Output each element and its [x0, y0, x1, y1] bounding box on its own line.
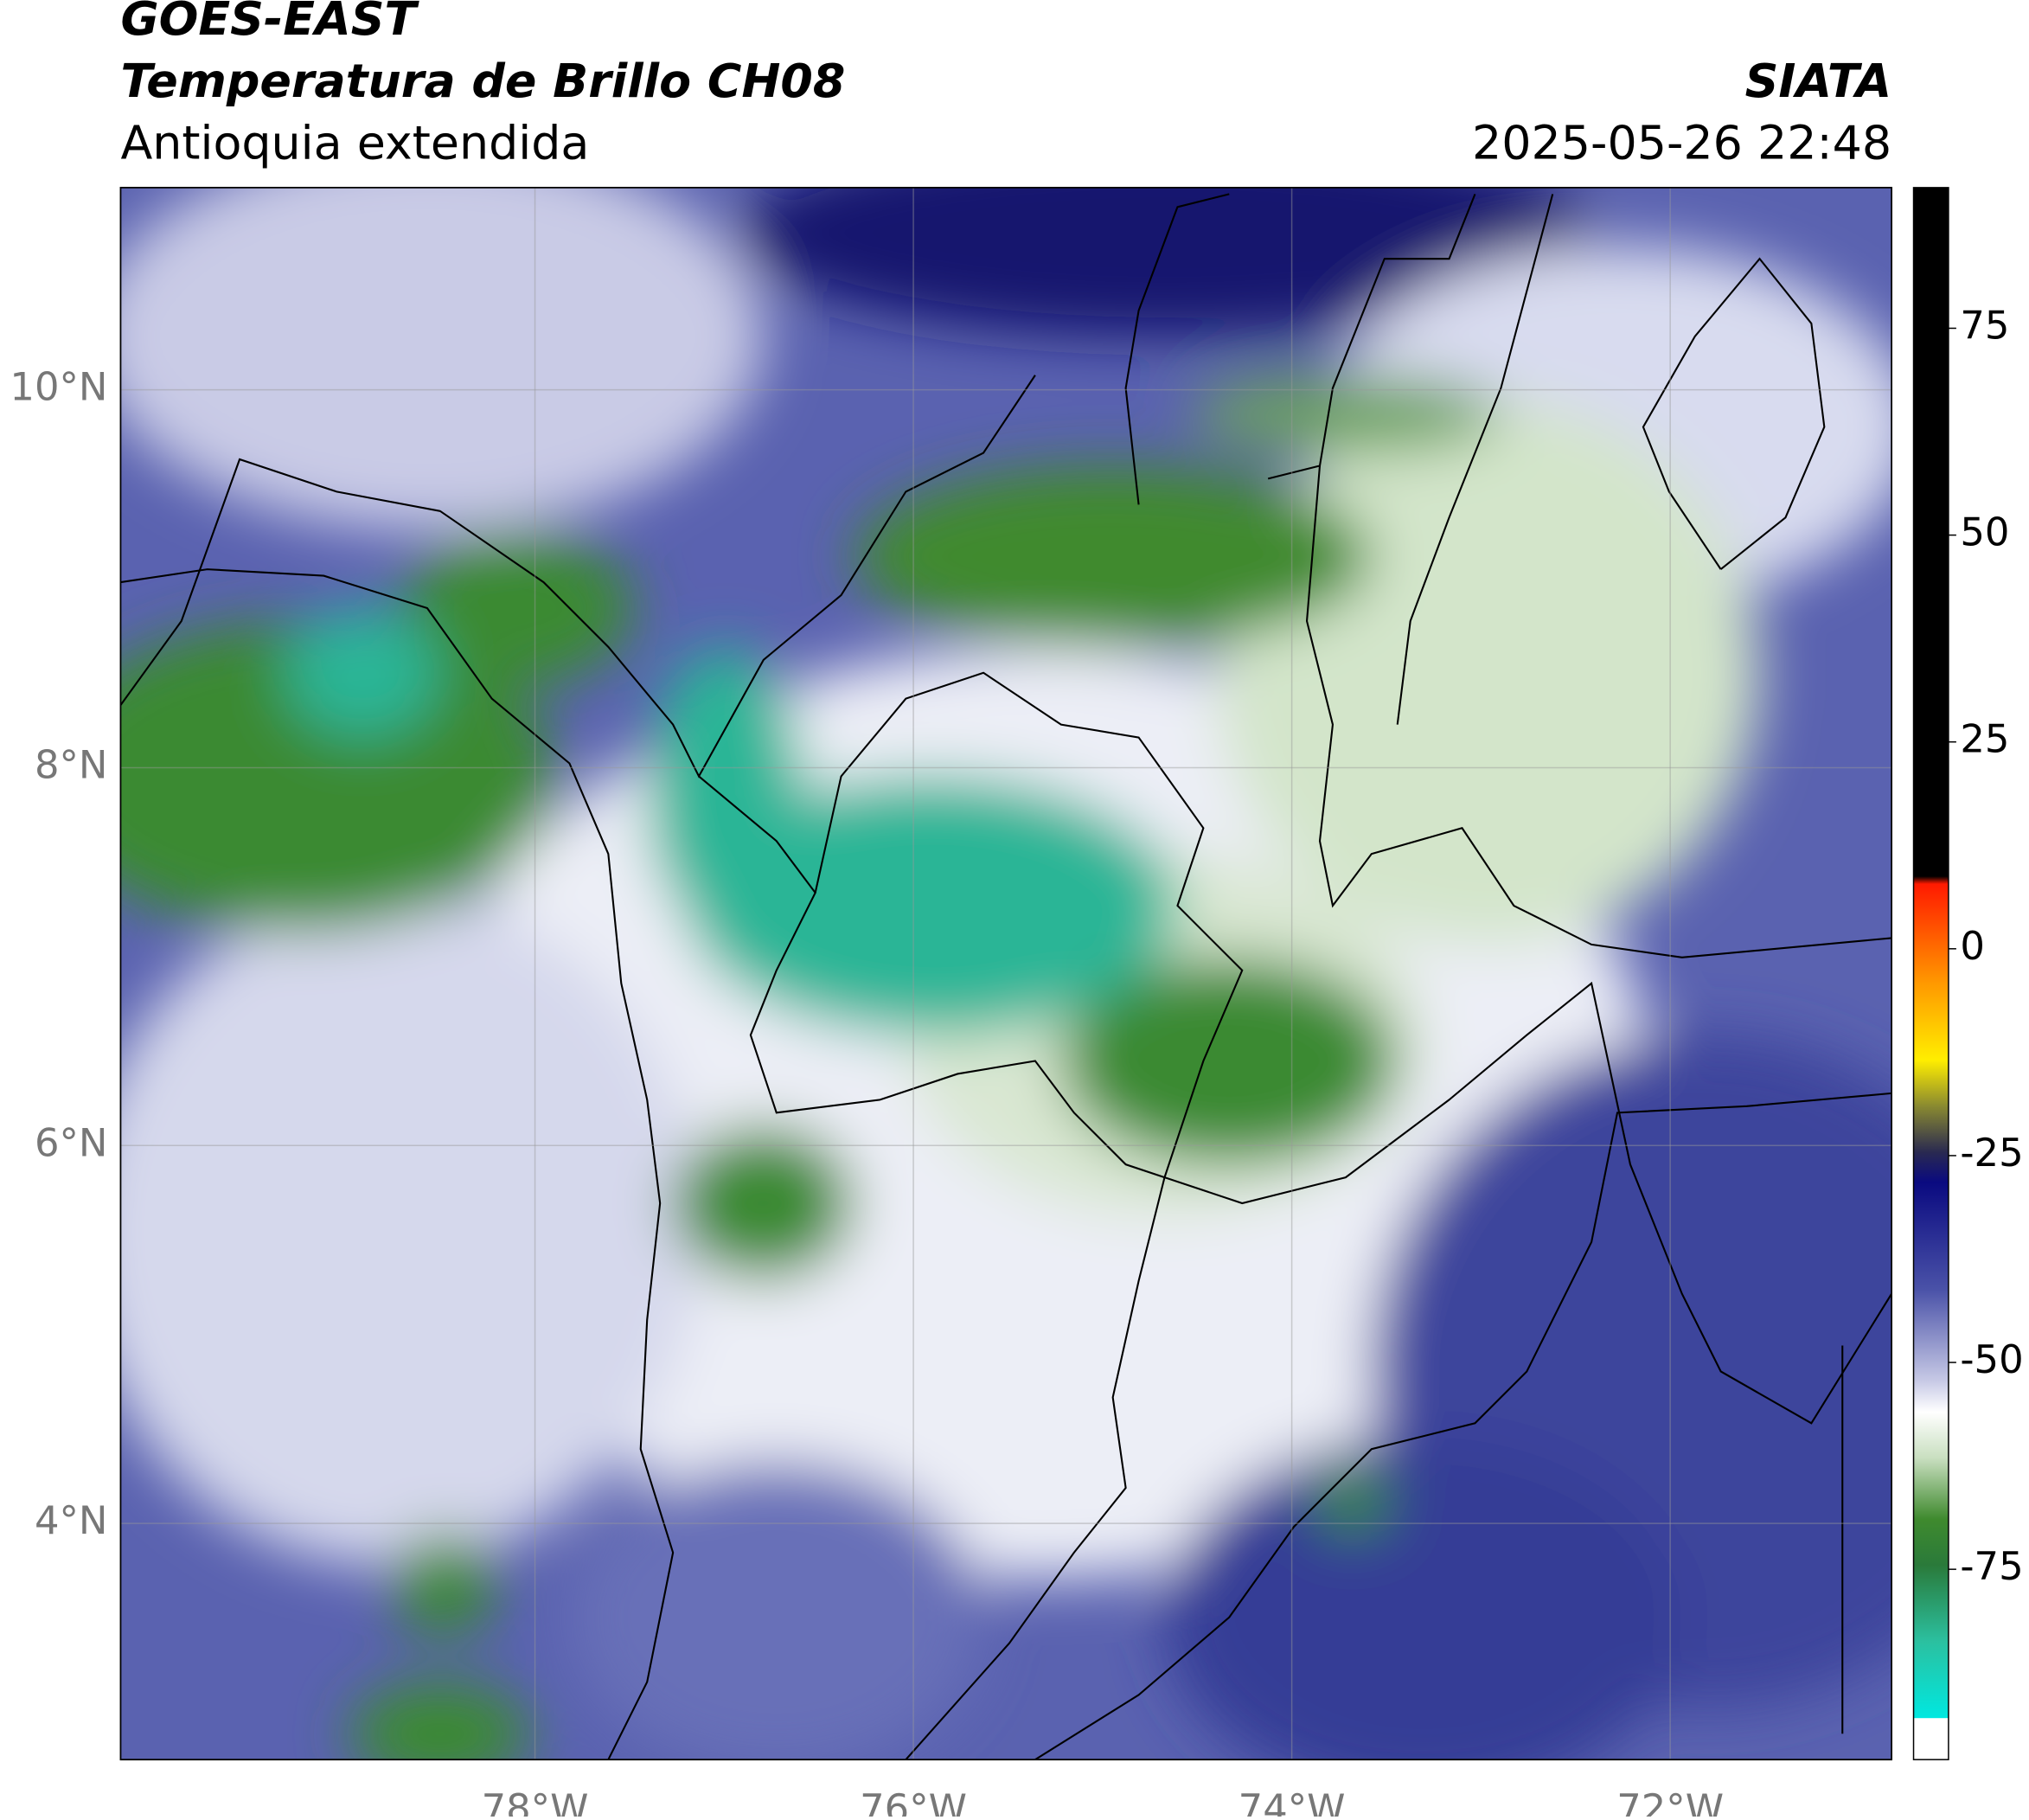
- region: Antioquia extendida: [120, 116, 589, 170]
- colorbar-tick-label: -25: [1960, 1130, 2023, 1176]
- colorbar-tick-label: 0: [1960, 923, 1985, 969]
- map-frame: [119, 186, 1892, 1761]
- colorbar: [1913, 187, 1949, 1719]
- y-tick-label: 10°N: [10, 364, 107, 410]
- colorbar-tick-label: -75: [1960, 1543, 2023, 1589]
- borders: [120, 193, 1892, 1760]
- timestamp: 2025-05-26 22:48: [1472, 116, 1891, 170]
- map-image: [120, 187, 1892, 1760]
- grid: [120, 187, 1892, 1760]
- y-tick-label: 4°N: [35, 1497, 108, 1543]
- colorbar-tick-label: 50: [1960, 509, 2009, 555]
- subtitle: Temperatura de Brillo CH08: [120, 54, 845, 108]
- y-tick-label: 6°N: [35, 1119, 108, 1165]
- colorbar-extension: [1913, 1718, 1949, 1760]
- colorbar-frame: [1912, 187, 1949, 1760]
- title: GOES-EAST: [120, 0, 419, 46]
- x-tick-label: 74°W: [1239, 1785, 1346, 1817]
- source: SIATA: [1745, 54, 1892, 108]
- colorbar-tick-label: 25: [1960, 716, 2009, 762]
- x-tick-label: 76°W: [860, 1785, 967, 1817]
- y-tick-label: 8°N: [35, 741, 108, 787]
- colorbar-tick-label: -50: [1960, 1336, 2023, 1382]
- colorbar-tick-label: 75: [1960, 302, 2009, 348]
- x-tick-label: 78°W: [482, 1785, 589, 1817]
- x-tick-label: 72°W: [1616, 1785, 1724, 1817]
